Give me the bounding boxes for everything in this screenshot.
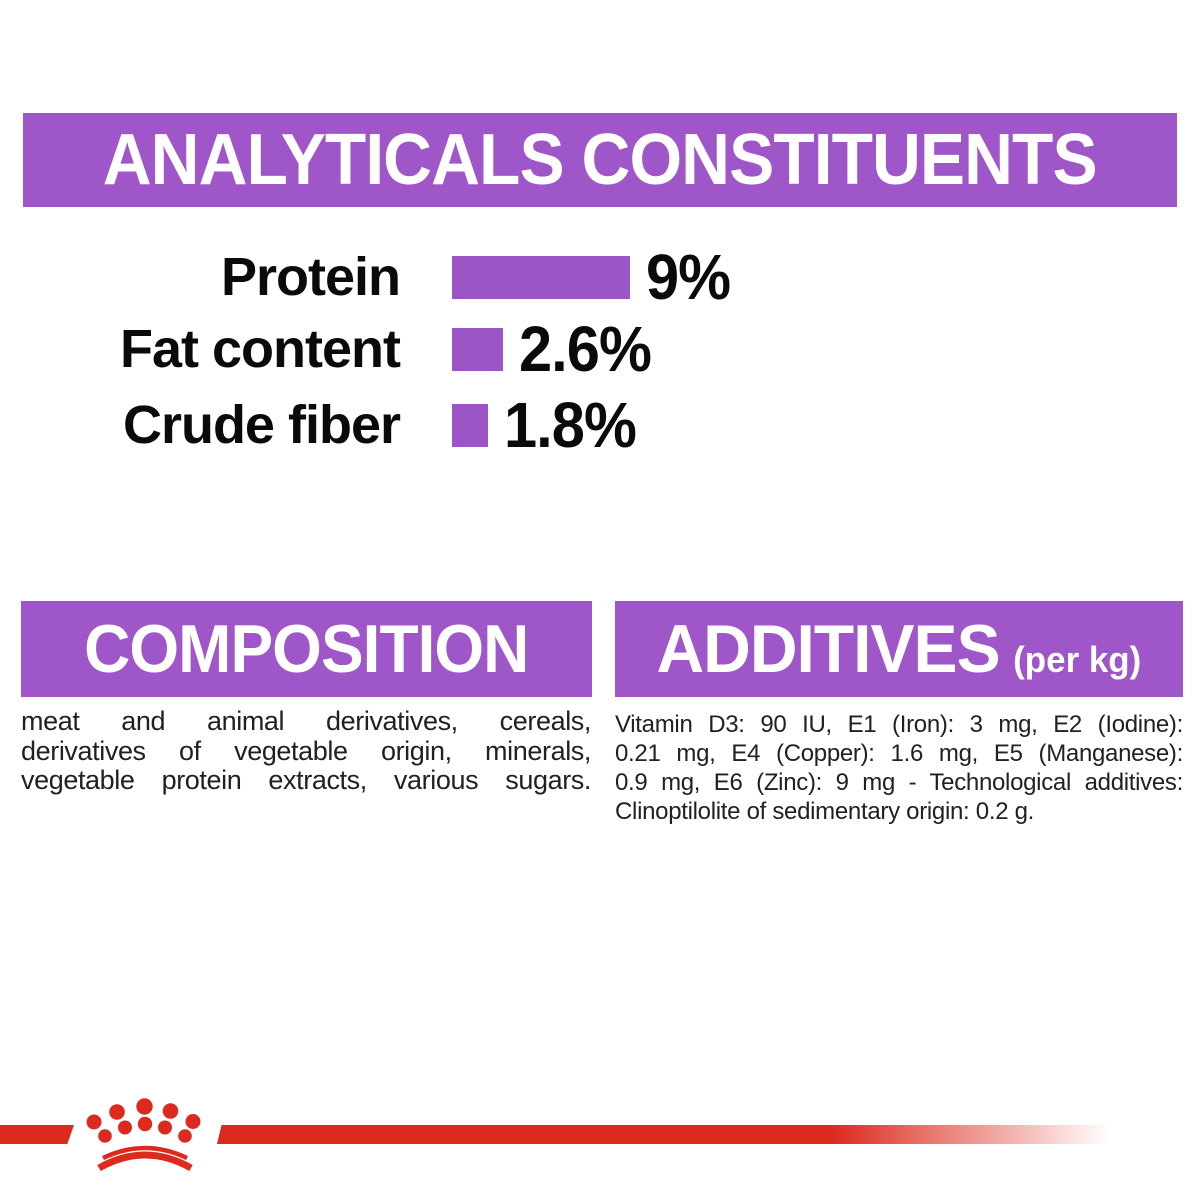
text-line: 0.9 mg, E6 (Zinc): 9 mg - Technological … — [615, 769, 1183, 796]
additives-title: ADDITIVES — [656, 611, 1001, 687]
chart-row: Fat content 2.6% — [0, 317, 1200, 381]
chart-value-label: 2.6% — [519, 313, 652, 385]
chart-value-label: 9% — [646, 241, 731, 313]
additives-per-kg-label: (per kg) — [1013, 639, 1142, 680]
additives-text: Vitamin D3: 90 IU, E1 (Iron): 3 mg, E2 (… — [615, 710, 1183, 826]
analytical-constituents-banner: ANALYTICALS CONSTITUENTS — [23, 113, 1177, 207]
analytical-constituents-title: ANALYTICALS CONSTITUENTS — [103, 120, 1098, 200]
chart-bar — [452, 327, 503, 371]
text-line: meat and animal derivatives, cereals, — [21, 706, 591, 736]
text-line: vegetable protein extracts, various suga… — [21, 765, 591, 795]
chart-value-label: 1.8% — [504, 389, 637, 461]
additives-banner: ADDITIVES (per kg) — [615, 601, 1183, 697]
text-line: Vitamin D3: 90 IU, E1 (Iron): 3 mg, E2 (… — [615, 711, 1183, 738]
chart-category-label: Protein — [220, 247, 401, 307]
text-line: 0.21 mg, E4 (Copper): 1.6 mg, E5 (Mangan… — [615, 740, 1183, 767]
chart-category-label: Fat content — [120, 319, 401, 379]
composition-banner: COMPOSITION — [21, 601, 592, 697]
chart-row: Protein 9% — [0, 245, 1200, 309]
brand-line-left-segment — [0, 1125, 74, 1144]
text-line: Clinoptilolite of sedimentary origin: 0.… — [615, 798, 1035, 825]
brand-line-right-segment — [217, 1125, 1120, 1144]
chart-row: Crude fiber 1.8% — [0, 393, 1200, 457]
royal-canin-crown-icon — [86, 1098, 201, 1172]
chart-bar — [452, 255, 630, 299]
composition-text: meat and animal derivatives, cereals, der… — [21, 706, 591, 796]
text-line: derivatives of vegetable origin, mineral… — [21, 735, 591, 766]
chart-category-label: Crude fiber — [122, 395, 401, 455]
composition-title: COMPOSITION — [84, 611, 529, 687]
chart-bar — [452, 403, 488, 447]
